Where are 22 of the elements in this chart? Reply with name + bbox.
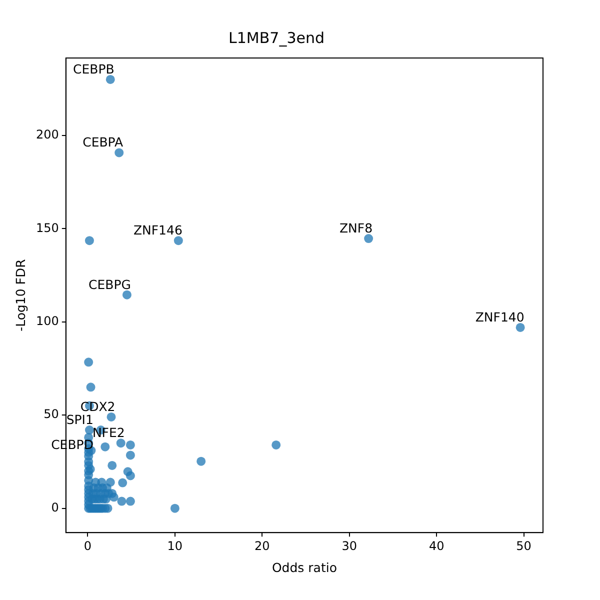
annotation: CEBPB — [73, 61, 114, 76]
y-tick-label: 0 — [51, 500, 59, 514]
y-axis-title: -Log10 FDR — [12, 258, 28, 332]
x-tick-label: 10 — [167, 538, 183, 553]
annotation: ZNF140 — [475, 309, 524, 324]
annotation: ZNF146 — [133, 222, 182, 238]
annotation: ZNF8 — [339, 220, 373, 236]
y-tick-label: 50 — [44, 407, 59, 422]
annotation: CEBPG — [88, 276, 131, 292]
x-axis-title: Odds ratio — [272, 560, 337, 575]
annotation: SPI1 — [66, 412, 94, 428]
x-tick-label: 20 — [254, 538, 270, 553]
x-tick-label: 50 — [516, 538, 532, 553]
annotation: CEBPA — [82, 134, 124, 150]
x-tick-label: 40 — [428, 538, 444, 553]
y-tick-label: 100 — [36, 314, 59, 328]
chart-title: L1MB7_3end — [228, 28, 324, 47]
x-tick-label: 30 — [342, 538, 358, 553]
x-tick-label: 0 — [84, 538, 92, 553]
y-tick-label: 200 — [36, 128, 59, 142]
annotation: NFE2 — [92, 425, 125, 440]
y-tick-label: 150 — [36, 220, 59, 235]
